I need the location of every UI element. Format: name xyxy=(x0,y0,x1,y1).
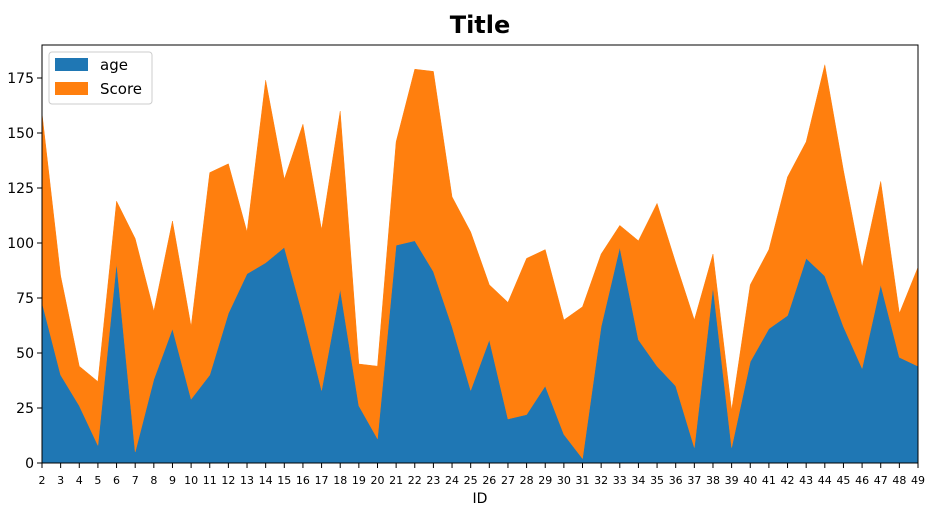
x-tick-label: 35 xyxy=(650,474,664,487)
x-tick-label: 8 xyxy=(150,474,157,487)
x-tick-label: 22 xyxy=(408,474,422,487)
x-tick-label: 12 xyxy=(221,474,235,487)
y-tick-label: 25 xyxy=(16,401,34,417)
y-tick-label: 150 xyxy=(7,126,34,142)
series-areas xyxy=(41,64,919,464)
x-tick-label: 10 xyxy=(184,474,198,487)
x-tick-label: 2 xyxy=(39,474,46,487)
x-tick-label: 49 xyxy=(911,474,925,487)
legend-label-score: Score xyxy=(100,80,142,98)
x-tick-label: 33 xyxy=(613,474,627,487)
x-tick-label: 20 xyxy=(370,474,384,487)
x-tick-label: 7 xyxy=(132,474,139,487)
legend-swatch-age xyxy=(55,58,88,71)
x-tick-label: 28 xyxy=(520,474,534,487)
x-tick-label: 34 xyxy=(631,474,645,487)
x-tick-label: 9 xyxy=(169,474,176,487)
x-tick-label: 23 xyxy=(426,474,440,487)
x-tick-label: 4 xyxy=(76,474,83,487)
y-axis: 0 25 50 75 100 125 150 175 xyxy=(7,71,42,472)
x-tick-label: 40 xyxy=(743,474,757,487)
x-tick-label: 30 xyxy=(557,474,571,487)
y-tick-label: 75 xyxy=(16,291,34,307)
x-tick-label: 15 xyxy=(277,474,291,487)
x-tick-label: 3 xyxy=(57,474,64,487)
x-axis: 2 3 4 5 6 7 8 9 10 11 12 13 14 15 16 17 18 19 20 21 22 23 24 25… xyxy=(39,463,925,487)
x-tick-label: 19 xyxy=(352,474,366,487)
x-tick-label: 31 xyxy=(576,474,590,487)
chart-title: Title xyxy=(450,11,511,39)
x-tick-label: 24 xyxy=(445,474,459,487)
x-tick-label: 32 xyxy=(594,474,608,487)
y-tick-label: 100 xyxy=(7,236,34,252)
x-tick-label: 38 xyxy=(706,474,720,487)
x-tick-label: 48 xyxy=(892,474,906,487)
x-tick-label: 41 xyxy=(762,474,776,487)
x-tick-label: 6 xyxy=(113,474,120,487)
x-tick-label: 46 xyxy=(855,474,869,487)
y-tick-label: 50 xyxy=(16,346,34,362)
x-tick-label: 44 xyxy=(818,474,832,487)
y-tick-label: 0 xyxy=(25,456,34,472)
x-tick-label: 13 xyxy=(240,474,254,487)
x-tick-label: 43 xyxy=(799,474,813,487)
x-tick-label: 25 xyxy=(464,474,478,487)
x-tick-label: 36 xyxy=(669,474,683,487)
x-tick-label: 45 xyxy=(836,474,850,487)
legend: age Score xyxy=(48,51,153,105)
y-tick-label: 175 xyxy=(7,71,34,87)
x-tick-label: 26 xyxy=(482,474,496,487)
x-tick-label: 37 xyxy=(687,474,701,487)
x-tick-label: 11 xyxy=(203,474,217,487)
plot-frame xyxy=(41,44,919,464)
legend-label-age: age xyxy=(100,56,128,74)
x-tick-label: 14 xyxy=(259,474,273,487)
x-tick-label: 27 xyxy=(501,474,515,487)
x-tick-label: 47 xyxy=(874,474,888,487)
x-tick-label: 39 xyxy=(725,474,739,487)
x-tick-label: 5 xyxy=(94,474,101,487)
legend-swatch-score xyxy=(55,82,88,95)
x-tick-label: 42 xyxy=(781,474,795,487)
x-tick-label: 16 xyxy=(296,474,310,487)
y-tick-label: 125 xyxy=(7,181,34,197)
x-tick-label: 29 xyxy=(538,474,552,487)
x-tick-label: 17 xyxy=(315,474,329,487)
x-tick-label: 18 xyxy=(333,474,347,487)
x-tick-label: 21 xyxy=(389,474,403,487)
x-axis-label: ID xyxy=(473,491,488,507)
